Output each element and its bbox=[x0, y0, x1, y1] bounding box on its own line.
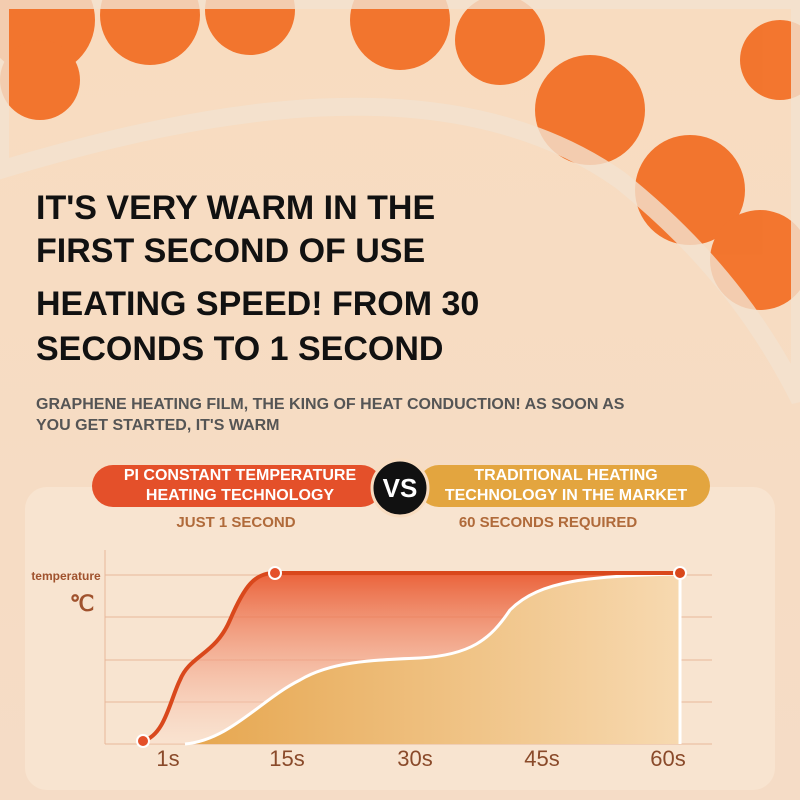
subheadline: SECONDS TO 1 SECOND bbox=[36, 330, 443, 368]
fast-curve bbox=[142, 571, 680, 743]
x-label: 1s bbox=[156, 746, 179, 771]
point bbox=[136, 734, 150, 748]
left-label: HEATING TECHNOLOGY bbox=[146, 487, 334, 504]
left-label: PI CONSTANT TEMPERATURE bbox=[124, 467, 357, 484]
decoration-arc bbox=[0, 0, 800, 405]
right-label: TECHNOLOGY IN THE MARKET bbox=[445, 487, 688, 504]
headline: FIRST SECOND OF USE bbox=[36, 232, 425, 270]
right-label: TRADITIONAL HEATING bbox=[474, 467, 657, 484]
left-pill bbox=[92, 465, 382, 507]
x-label: 15s bbox=[269, 746, 304, 771]
vs-text: VS bbox=[383, 473, 418, 503]
y-label: temperature bbox=[31, 569, 101, 583]
description: YOU GET STARTED, IT'S WARM bbox=[36, 417, 280, 434]
subheadline: HEATING SPEED! FROM 30 bbox=[36, 285, 479, 323]
point bbox=[673, 566, 687, 580]
headline: IT'S VERY WARM IN THE bbox=[36, 189, 435, 227]
slow-area bbox=[185, 574, 680, 744]
right-note: 60 SECONDS REQUIRED bbox=[459, 514, 638, 531]
slow-curve bbox=[184, 572, 682, 746]
vs-badge bbox=[370, 458, 430, 518]
x-label: 60s bbox=[650, 746, 685, 771]
left-note: JUST 1 SECOND bbox=[176, 514, 295, 531]
y-unit: ℃ bbox=[70, 591, 95, 616]
x-label: 45s bbox=[524, 746, 559, 771]
right-pill bbox=[418, 465, 710, 507]
description: GRAPHENE HEATING FILM, THE KING OF HEAT … bbox=[36, 396, 625, 413]
x-label: 30s bbox=[397, 746, 432, 771]
point bbox=[268, 566, 282, 580]
